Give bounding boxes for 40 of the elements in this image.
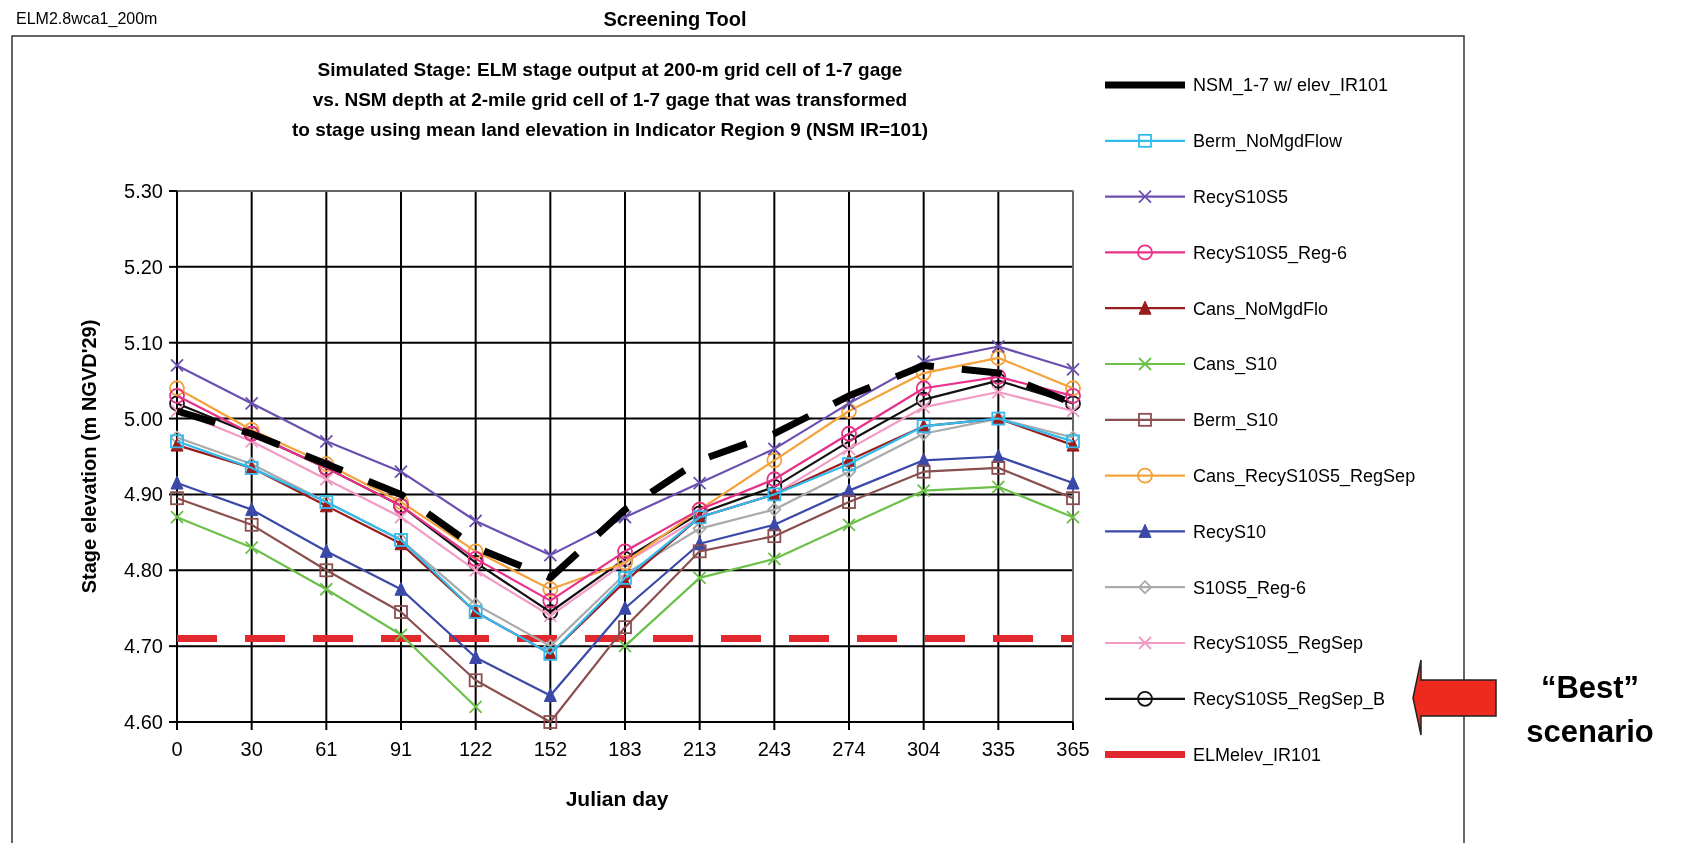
x-axis-title: Julian day — [565, 787, 669, 810]
x-tick-label: 243 — [757, 738, 792, 760]
x-tick-label: 183 — [608, 738, 642, 760]
y-tick-label: 5.20 — [124, 255, 163, 278]
y-tick-label: 5.30 — [124, 180, 163, 202]
legend-label: NSM_1-7 w/ elev_IR101 — [1193, 75, 1389, 97]
x-tick-label: 152 — [533, 738, 568, 760]
legend-label: RecyS10S5_RegSep — [1193, 633, 1364, 655]
legend-label: Cans_NoMgdFlo — [1193, 298, 1329, 320]
text: Screening Tool — [603, 8, 747, 30]
legend-label: Berm_S10 — [1193, 410, 1279, 432]
y-axis-title: Stage elevation (m NGVD'29) — [78, 319, 100, 594]
text: “Best” scenario — [1526, 670, 1654, 749]
x-tick-label: 365 — [1056, 738, 1090, 760]
legend-label: Cans_S10 — [1193, 354, 1278, 376]
y-tick-label: 4.60 — [124, 711, 163, 733]
text: ELM2.8wca1_200m — [16, 10, 158, 28]
x-tick-label: 61 — [315, 738, 338, 760]
x-tick-label: 304 — [906, 738, 941, 760]
x-tick-label: 30 — [240, 738, 263, 760]
legend-label: S10S5_Reg-6 — [1193, 577, 1307, 599]
y-tick-label: 4.80 — [124, 559, 163, 582]
x-tick-label: 91 — [389, 738, 413, 760]
chart-title: Simulated Stage: ELM stage output at 200-m grid cell of 1-7 gage vs. NSM depth at 2-mile grid cell of 1-7 gage that was transformed to stage using mean land elevation in Indicator Region 9 (NSM IR=101) — [291, 59, 929, 140]
legend-label: RecyS10 — [1193, 521, 1267, 542]
x-tick-label: 274 — [832, 738, 866, 760]
legend-label: RecyS10S5_RegSep_B — [1193, 689, 1386, 711]
y-tick-label: 4.70 — [124, 635, 163, 658]
x-tick-label: 0 — [171, 738, 183, 760]
y-tick-label: 5.10 — [124, 331, 163, 354]
legend-label: Cans_RecyS10S5_RegSep — [1193, 465, 1416, 487]
legend-label: ELMelev_IR101 — [1193, 744, 1322, 766]
x-tick-label: 335 — [981, 738, 1016, 760]
legend-label: RecyS10S5 — [1193, 186, 1289, 207]
y-tick-label: 5.00 — [124, 407, 163, 430]
x-tick-label: 122 — [458, 738, 493, 760]
x-tick-label: 213 — [682, 738, 717, 760]
legend-label: RecyS10S5_Reg-6 — [1193, 242, 1348, 264]
legend-label: Berm_NoMgdFlow — [1193, 131, 1344, 153]
y-tick-label: 4.90 — [124, 483, 163, 506]
